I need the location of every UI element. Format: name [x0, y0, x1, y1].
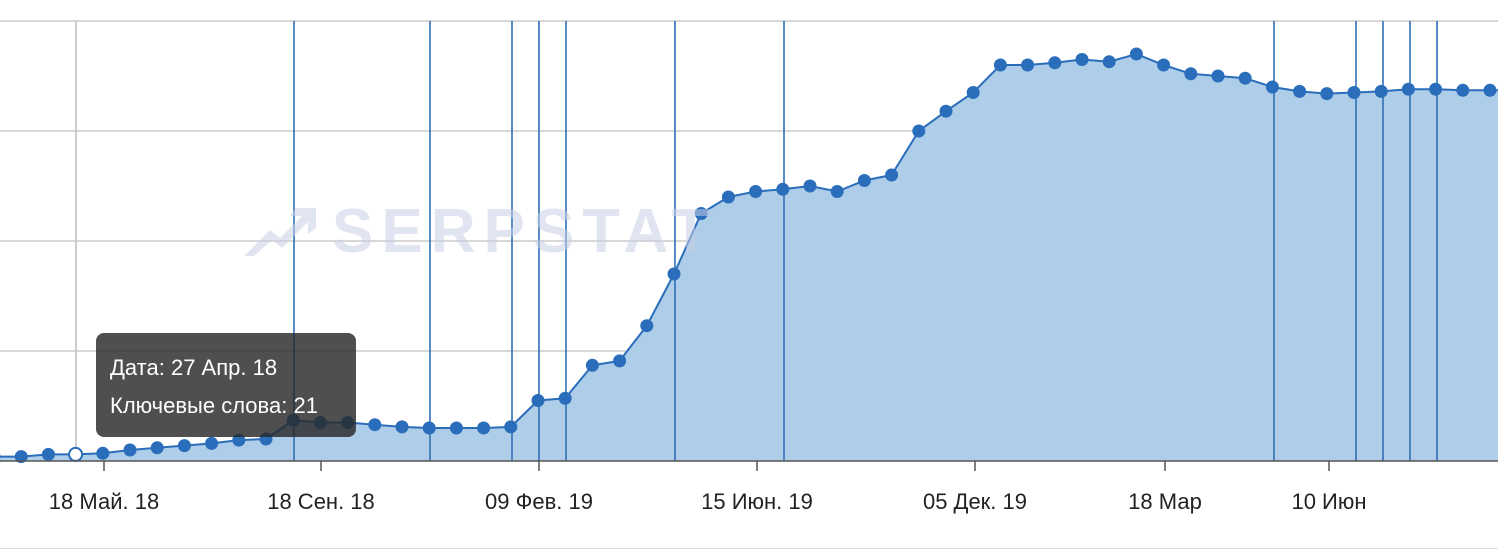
data-point [939, 104, 953, 118]
bottom-divider [0, 548, 1498, 549]
data-point [1129, 47, 1143, 61]
data-point [205, 436, 219, 450]
tooltip-keywords-value: 21 [293, 393, 318, 418]
data-point [830, 185, 844, 198]
data-point [477, 421, 491, 435]
data-point [1211, 69, 1225, 83]
data-point [694, 207, 708, 220]
tooltip-keywords-label: Ключевые слова: [110, 393, 288, 418]
data-point [1265, 80, 1279, 94]
data-point [96, 446, 110, 460]
data-point [558, 391, 572, 405]
data-point [1401, 82, 1415, 96]
x-axis: 18 Май. 18 18 Сен. 18 09 Фев. 19 15 Июн. 19… [0, 460, 1498, 514]
data-point [0, 454, 1, 460]
data-point [803, 179, 817, 193]
x-tick-label: 18 Сен. 18 [267, 489, 375, 514]
series-area [0, 54, 1498, 461]
data-point [368, 418, 382, 432]
data-point [150, 441, 164, 455]
tooltip-keywords-row: Ключевые слова: 21 [110, 387, 342, 425]
data-point [1293, 84, 1307, 98]
data-point [1320, 87, 1334, 101]
data-point [449, 421, 463, 435]
tooltip-date-row: Дата: 27 Апр. 18 [110, 349, 342, 387]
data-point [1238, 71, 1252, 85]
highlighted-data-point [68, 446, 84, 462]
data-point [177, 439, 191, 453]
event-markers [293, 21, 1438, 461]
x-tick-label: 05 Дек. 19 [923, 489, 1027, 514]
data-point [123, 443, 137, 457]
data-point [667, 267, 681, 281]
x-tick-label: 09 Фев. 19 [485, 489, 593, 514]
data-point [1456, 83, 1470, 97]
data-point [1048, 56, 1062, 70]
data-point [966, 86, 980, 99]
data-point [993, 58, 1007, 72]
x-tick-label: 10 Июн [1291, 489, 1366, 514]
data-point [1184, 67, 1198, 81]
data-point [41, 447, 55, 461]
data-point [749, 185, 763, 198]
x-tick-label: 18 Май. 18 [49, 489, 159, 514]
area-fill [0, 54, 1498, 461]
data-point [531, 394, 545, 407]
data-point [912, 124, 926, 138]
data-point [721, 190, 735, 204]
data-point [422, 421, 436, 435]
data-point [613, 354, 627, 368]
x-tick-label: 15 Июн. 19 [701, 489, 813, 514]
data-point [1157, 58, 1171, 72]
x-tick-label: 18 Мар [1128, 489, 1202, 514]
data-point [640, 319, 654, 333]
data-point [395, 420, 409, 434]
data-point [1374, 84, 1388, 98]
data-point [585, 358, 599, 372]
tooltip-date-value: 27 Апр. 18 [170, 355, 278, 380]
data-point [1021, 58, 1035, 72]
data-point [1483, 83, 1497, 97]
data-point [776, 182, 790, 196]
data-point [1347, 86, 1361, 99]
data-point [857, 174, 871, 187]
data-point [885, 168, 899, 182]
tooltip-date-label: Дата: [110, 355, 165, 380]
data-point [504, 420, 518, 434]
data-point [1429, 82, 1443, 96]
data-point [1075, 53, 1089, 66]
data-point [1102, 55, 1116, 69]
data-point [14, 450, 28, 464]
chart-tooltip: Дата: 27 Апр. 18 Ключевые слова: 21 [96, 333, 356, 437]
